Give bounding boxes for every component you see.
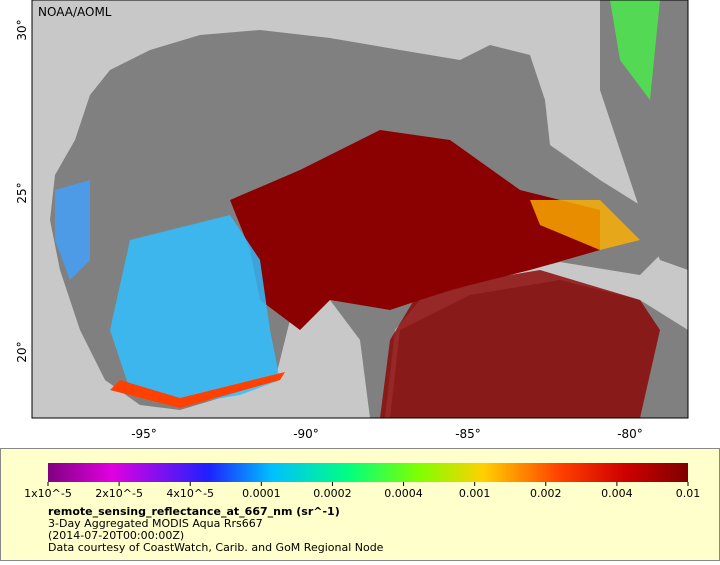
lat-label: 20° [15, 341, 29, 362]
colorbar-label: 2x10^-5 [95, 487, 143, 500]
data-red-south [380, 270, 660, 418]
lat-label: 25° [15, 182, 29, 203]
colorbar-label: 1x10^-5 [24, 487, 72, 500]
colorbar-label: 0.002 [530, 487, 562, 500]
legend: 1x10^-5 2x10^-5 4x10^-5 0.0001 0.0002 0.0004 0… [0, 448, 720, 561]
colorbar-label: 0.0002 [313, 487, 352, 500]
data-blue [55, 180, 90, 280]
data-green [610, 0, 660, 100]
lon-label: -90° [293, 427, 319, 441]
colorbar-label: 0.001 [459, 487, 491, 500]
legend-line: Data courtesy of CoastWatch, Carib. and … [48, 541, 384, 554]
map-frame [31, 0, 689, 419]
atlantic [600, 0, 688, 270]
data-cyan [110, 215, 280, 405]
colorbar [48, 463, 688, 482]
map: NOAA/AOML 30° 25° 20° -95° -90° -85° -80… [15, 0, 689, 441]
legend-line: 3-Day Aggregated MODIS Aqua Rrs667 [48, 517, 263, 530]
lat-label: 30° [15, 19, 29, 40]
lon-label: -95° [131, 427, 157, 441]
colorbar-label: 0.004 [601, 487, 633, 500]
colorbar-label: 4x10^-5 [166, 487, 214, 500]
colorbar-label: 0.0004 [384, 487, 423, 500]
colorbar-label: 0.01 [676, 487, 701, 500]
data-orange [110, 372, 285, 408]
data-red [230, 130, 600, 330]
lon-label: -80° [617, 427, 643, 441]
colorbar-label: 0.0001 [242, 487, 281, 500]
variable: remote_sensing_reflectance_at_667_nm (sr… [48, 505, 340, 518]
lon-label: -85° [455, 427, 481, 441]
data-yellow [530, 200, 640, 250]
credit: NOAA/AOML [38, 5, 112, 19]
legend-line: (2014-07-20T00:00:00Z) [48, 529, 184, 542]
